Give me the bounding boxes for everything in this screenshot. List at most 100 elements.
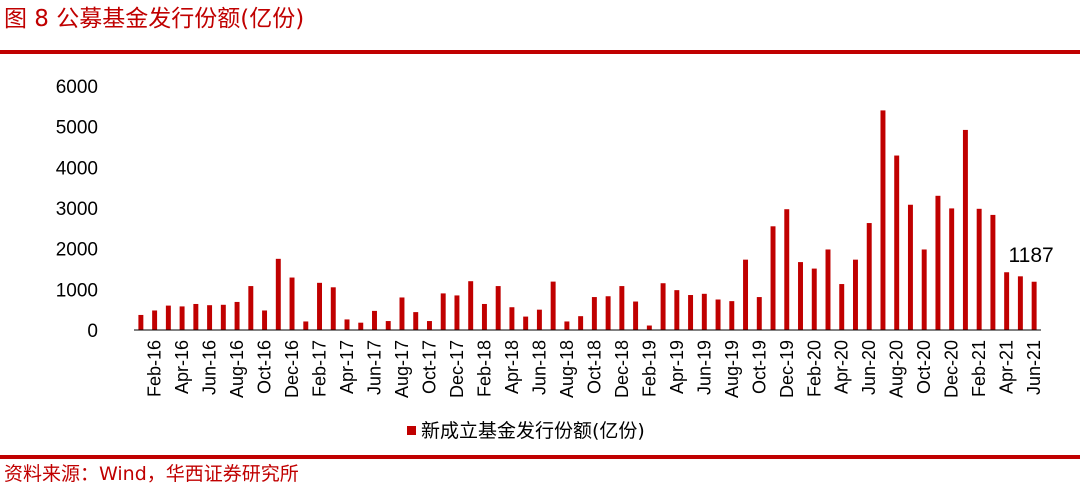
bar xyxy=(536,309,542,330)
x-tick-label: Aug-17 xyxy=(392,340,412,398)
y-tick-label: 0 xyxy=(87,321,98,342)
bar xyxy=(660,283,666,330)
bar xyxy=(468,281,474,330)
x-tick-label: Jun-17 xyxy=(364,340,384,395)
bar xyxy=(853,259,858,330)
x-tick-label: Apr-16 xyxy=(172,340,192,394)
bar xyxy=(426,321,432,330)
bar xyxy=(701,293,707,330)
bar xyxy=(193,303,199,330)
bar xyxy=(440,293,446,330)
bar xyxy=(372,310,377,330)
x-tick-label: Oct-16 xyxy=(255,340,275,394)
bar xyxy=(894,155,900,330)
y-tick-label: 1000 xyxy=(56,280,98,301)
x-tick-label: Feb-20 xyxy=(804,340,824,397)
bar xyxy=(385,321,391,330)
bar xyxy=(179,306,185,330)
bar xyxy=(152,310,158,330)
data-label: 1187 xyxy=(1009,244,1054,267)
bar xyxy=(921,249,927,330)
x-tick-label: Dec-16 xyxy=(282,340,302,398)
x-tick-label: Apr-20 xyxy=(832,340,852,394)
bar xyxy=(344,319,350,330)
x-tick-label: Jun-21 xyxy=(1024,340,1044,395)
y-tick-label: 4000 xyxy=(56,158,98,179)
bar xyxy=(578,316,584,330)
x-tick-label: Dec-20 xyxy=(942,340,962,398)
x-tick-label: Feb-21 xyxy=(969,340,989,397)
bar xyxy=(866,223,872,330)
bar xyxy=(413,312,419,330)
x-tick-label: Apr-17 xyxy=(337,340,357,394)
top-divider xyxy=(0,50,1080,54)
bar xyxy=(825,249,831,330)
x-tick-label: Oct-20 xyxy=(914,340,934,394)
bar xyxy=(523,316,529,330)
x-tick-label: Aug-20 xyxy=(887,340,907,398)
x-tick-label: Apr-18 xyxy=(502,340,522,394)
bar xyxy=(207,305,213,330)
bar xyxy=(907,204,913,330)
y-axis: 0 1000 2000 3000 4000 5000 6000 xyxy=(56,77,98,342)
bar xyxy=(605,296,611,330)
x-tick-label: Oct-17 xyxy=(419,340,439,394)
bar xyxy=(495,286,501,330)
bar xyxy=(1004,272,1010,330)
bar xyxy=(330,287,336,330)
bar xyxy=(234,301,240,330)
bar xyxy=(729,301,735,330)
bar xyxy=(564,321,570,330)
x-tick-label: Oct-18 xyxy=(584,340,604,394)
bar xyxy=(646,325,652,330)
bar xyxy=(220,304,226,330)
y-tick-label: 2000 xyxy=(56,240,98,261)
legend-swatch xyxy=(407,426,416,435)
bar xyxy=(317,282,322,330)
x-tick-label: Jun-19 xyxy=(694,340,714,395)
bar xyxy=(399,297,405,330)
bar xyxy=(798,262,803,330)
source-note: 资料来源：Wind，华西证券研究所 xyxy=(4,463,299,485)
bar xyxy=(935,195,941,330)
x-tick-label: Apr-21 xyxy=(997,340,1017,394)
bar xyxy=(1017,276,1023,330)
x-tick-label: Oct-19 xyxy=(749,340,769,394)
bar xyxy=(990,214,996,330)
bar xyxy=(591,297,597,330)
bar xyxy=(688,295,694,330)
x-tick-label: Feb-18 xyxy=(474,340,494,397)
bar xyxy=(715,299,721,330)
bar-chart: 0 1000 2000 3000 4000 5000 6000 Feb-16 Apr-16 Ju… xyxy=(56,77,1054,442)
bar xyxy=(289,277,295,330)
x-tick-label: Feb-17 xyxy=(310,340,330,397)
x-tick-label: Feb-19 xyxy=(639,340,659,397)
figure-title: 图 8 公募基金发行份额(亿份) xyxy=(4,6,305,32)
bar xyxy=(743,259,749,330)
x-tick-label: Feb-16 xyxy=(145,340,165,397)
bar xyxy=(454,295,460,330)
bar xyxy=(1031,281,1037,330)
x-tick-label: Apr-19 xyxy=(667,340,687,394)
bar xyxy=(481,303,487,330)
y-tick-label: 3000 xyxy=(56,199,98,220)
x-tick-label: Dec-19 xyxy=(777,340,797,398)
bar xyxy=(358,322,364,330)
bar xyxy=(811,268,817,330)
bar xyxy=(619,286,625,330)
bar xyxy=(165,305,171,330)
y-tick-label: 6000 xyxy=(56,77,98,98)
bar xyxy=(248,286,254,330)
legend: 新成立基金发行份额(亿份) xyxy=(407,420,645,442)
x-tick-label: Dec-18 xyxy=(612,340,632,398)
bar xyxy=(275,258,281,330)
y-tick-label: 5000 xyxy=(56,118,98,139)
x-tick-label: Jun-16 xyxy=(200,340,220,395)
bar xyxy=(756,297,762,330)
bar xyxy=(674,290,680,330)
annotations: 1187 xyxy=(1009,244,1054,267)
x-tick-label: Jun-20 xyxy=(859,340,879,395)
x-tick-label: Aug-16 xyxy=(227,340,247,398)
bar xyxy=(880,110,886,331)
bar xyxy=(962,129,968,330)
